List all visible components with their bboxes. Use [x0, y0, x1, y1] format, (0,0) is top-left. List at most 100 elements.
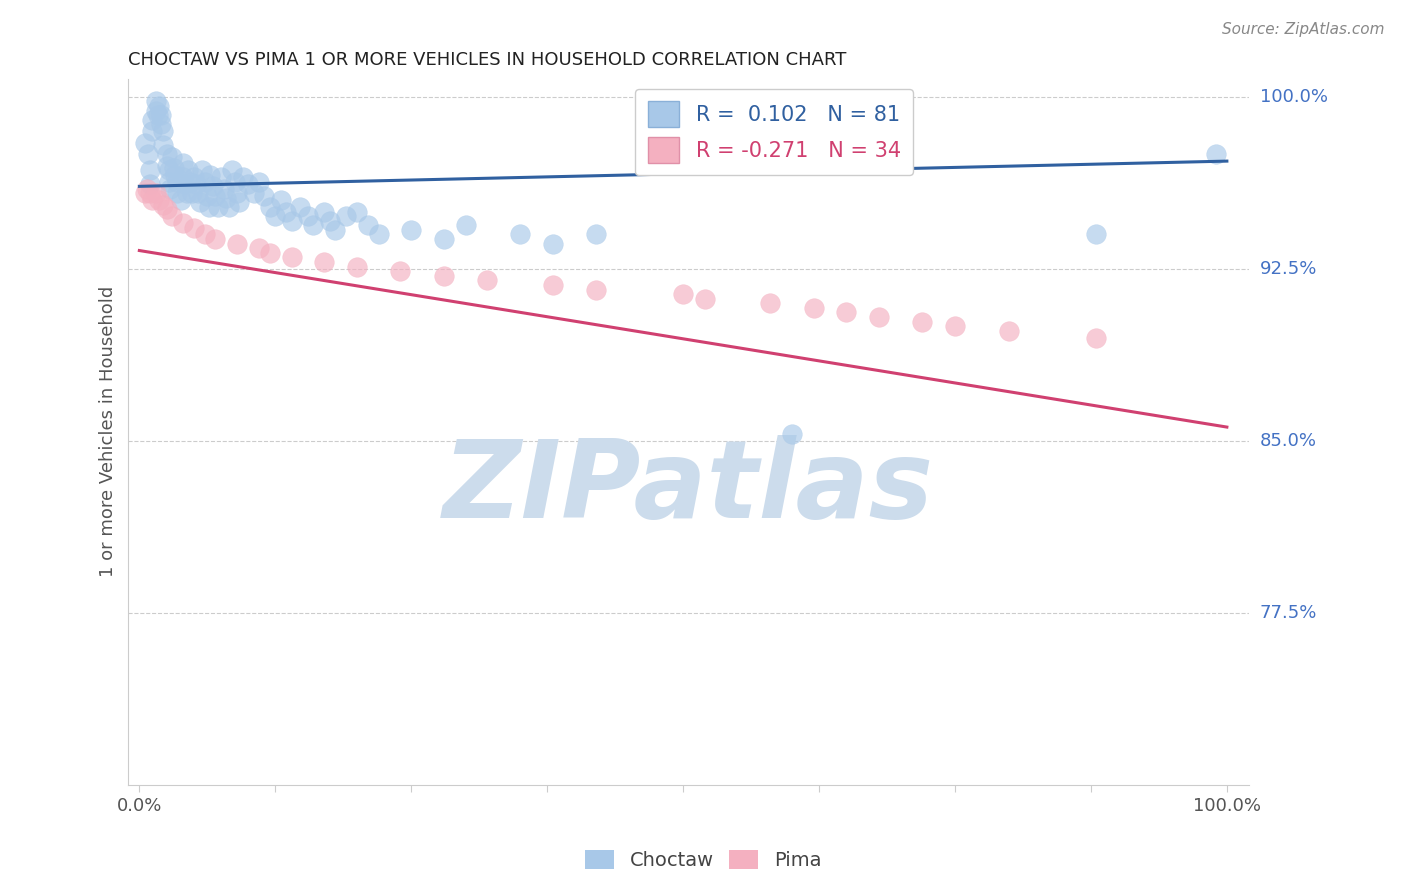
- Point: [166, 186, 188, 201]
- Point: [943, 319, 966, 334]
- Point: [242, 186, 264, 201]
- Point: [276, 204, 298, 219]
- Point: [454, 219, 477, 233]
- Point: [194, 227, 217, 242]
- Point: [221, 163, 243, 178]
- Point: [177, 163, 200, 178]
- Point: [204, 188, 226, 202]
- Point: [399, 223, 422, 237]
- Point: [226, 186, 249, 201]
- Text: 85.0%: 85.0%: [1260, 432, 1317, 450]
- Text: 77.5%: 77.5%: [1260, 604, 1317, 622]
- Point: [180, 186, 202, 201]
- Point: [136, 147, 159, 161]
- Text: CHOCTAW VS PIMA 1 OR MORE VEHICLES IN HOUSEHOLD CORRELATION CHART: CHOCTAW VS PIMA 1 OR MORE VEHICLES IN HO…: [128, 51, 846, 69]
- Point: [1085, 227, 1108, 242]
- Point: [835, 305, 858, 319]
- Point: [585, 227, 607, 242]
- Point: [314, 204, 336, 219]
- Point: [232, 170, 254, 185]
- Point: [155, 159, 177, 173]
- Point: [998, 324, 1021, 338]
- Point: [780, 426, 803, 441]
- Point: [139, 186, 162, 201]
- Point: [541, 236, 564, 251]
- Text: ZIPatlas: ZIPatlas: [443, 435, 934, 541]
- Point: [247, 175, 270, 189]
- Point: [209, 170, 232, 185]
- Point: [297, 209, 319, 223]
- Point: [165, 168, 187, 182]
- Point: [247, 241, 270, 255]
- Point: [911, 315, 934, 329]
- Point: [159, 181, 181, 195]
- Point: [157, 163, 180, 178]
- Point: [155, 147, 177, 161]
- Point: [759, 296, 782, 310]
- Point: [253, 188, 276, 202]
- Point: [134, 136, 156, 150]
- Point: [179, 175, 201, 189]
- Point: [693, 292, 716, 306]
- Point: [280, 213, 302, 227]
- Point: [228, 195, 250, 210]
- Point: [509, 227, 531, 242]
- Point: [145, 103, 167, 118]
- Point: [141, 124, 163, 138]
- Point: [259, 200, 281, 214]
- Point: [172, 156, 194, 170]
- Point: [183, 170, 205, 185]
- Point: [585, 283, 607, 297]
- Point: [389, 264, 412, 278]
- Point: [1085, 331, 1108, 345]
- Point: [134, 186, 156, 201]
- Point: [323, 223, 346, 237]
- Point: [152, 138, 174, 153]
- Point: [170, 193, 193, 207]
- Point: [280, 251, 302, 265]
- Text: Source: ZipAtlas.com: Source: ZipAtlas.com: [1222, 22, 1385, 37]
- Point: [290, 200, 312, 214]
- Point: [868, 310, 890, 324]
- Point: [198, 200, 221, 214]
- Point: [346, 204, 368, 219]
- Legend: Choctaw, Pima: Choctaw, Pima: [576, 842, 830, 878]
- Point: [357, 219, 380, 233]
- Point: [145, 186, 167, 201]
- Point: [136, 181, 159, 195]
- Point: [218, 200, 240, 214]
- Point: [152, 124, 174, 138]
- Point: [155, 202, 177, 217]
- Point: [335, 209, 357, 223]
- Point: [141, 193, 163, 207]
- Point: [195, 188, 218, 202]
- Point: [150, 108, 173, 122]
- Point: [672, 287, 695, 301]
- Point: [541, 277, 564, 292]
- Point: [184, 177, 207, 191]
- Point: [433, 268, 456, 283]
- Point: [191, 163, 214, 178]
- Point: [477, 273, 499, 287]
- Point: [160, 149, 183, 163]
- Point: [318, 213, 340, 227]
- Y-axis label: 1 or more Vehicles in Household: 1 or more Vehicles in Household: [100, 286, 117, 577]
- Point: [433, 232, 456, 246]
- Point: [202, 179, 225, 194]
- Point: [148, 193, 170, 207]
- Point: [302, 219, 325, 233]
- Point: [198, 168, 221, 182]
- Point: [187, 186, 209, 201]
- Point: [174, 177, 197, 191]
- Point: [346, 260, 368, 274]
- Point: [194, 175, 217, 189]
- Point: [270, 193, 292, 207]
- Point: [172, 170, 194, 185]
- Point: [367, 227, 389, 242]
- Point: [172, 216, 194, 230]
- Text: 100.0%: 100.0%: [1260, 88, 1327, 106]
- Point: [314, 255, 336, 269]
- Point: [145, 95, 167, 109]
- Text: 92.5%: 92.5%: [1260, 260, 1317, 278]
- Point: [236, 177, 259, 191]
